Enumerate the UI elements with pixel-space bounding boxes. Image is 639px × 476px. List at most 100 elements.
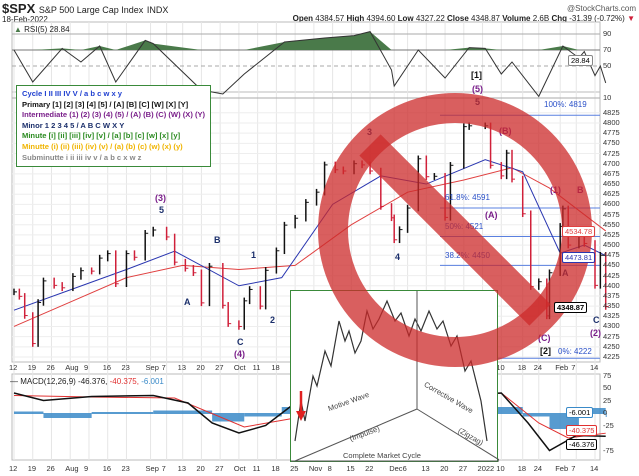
symbol: $SPX [2,1,36,16]
y-tick-label: 4575 [603,209,620,219]
y-tick-label: 4625 [603,189,620,199]
index-name: S&P 500 Large Cap Index [38,5,144,15]
high-value: 4394.60 [366,14,396,23]
legend-minutte: Minutte (i) (ii) (iii) (iv) (v) / (a) (b… [22,141,183,151]
chg-label: Chg [551,14,568,23]
macd-signal-label: -40.375, [107,377,139,386]
wave-label: C [593,315,600,325]
y-tick-label: 4825 [603,107,620,117]
x-tick-label: 2022 [477,464,495,473]
rsi-label: ▲ RSI(5) 28.84 [14,25,70,34]
x-tick-label: Sep [145,464,159,473]
wave-label: C [237,337,244,347]
x-tick-label: 10 [496,363,505,372]
legend-minute: Minute [i] [ii] [iii] [iv] [v] / [a] [b]… [22,131,181,141]
y-tick-label: 4450 [603,260,620,270]
wave-label: [2] [540,346,551,356]
macd-tick-label: 75 [603,370,612,380]
high-label: High [346,14,365,23]
macd-histogram-bar [212,413,245,422]
y-tick-label: 4300 [603,321,620,331]
macd-histogram-bar [91,412,154,414]
fib-0: 0%: 4222 [558,347,592,356]
legend-primary: Primary [1] [2] [3] [4] [5] / [A] [B] [C… [22,99,189,109]
legend-intermediate: Intermediate (1) (2) (3) (4) (5) / (A) (… [22,110,206,120]
macd-histogram-bar [522,413,550,417]
wave-label: (4) [234,349,245,359]
y-tick-label: 4350 [603,301,620,311]
wave-label: (2) [590,328,601,338]
rsi-tick-label: 70 [603,45,612,54]
wave-label: A [562,268,569,278]
y-tick-label: 4650 [603,179,620,189]
macd-hist-label: -6.001 [138,377,164,386]
x-tick-label: 25 [290,464,299,473]
symbol-title: $SPX S&P 500 Large Cap Index INDX [2,1,168,16]
x-tick-label: 20 [196,363,205,372]
y-tick-label: 4325 [603,311,620,321]
chg-value: -31.39 (-0.72%) [569,14,625,23]
rsi-icon: ▲ [14,25,22,34]
rsi-tick-label: 90 [603,29,612,38]
close-value: 4348.87 [471,14,500,23]
rsi-tick-label: 50 [603,61,612,70]
x-tick-label: 23 [121,464,130,473]
y-tick-label: 4375 [603,290,620,300]
x-tick-label: 20 [440,464,449,473]
x-tick-label: 18 [517,464,527,473]
macd-label: — MACD(12,26,9) -46.376, -40.375, -6.001 [10,377,164,386]
y-tick-label: 4225 [603,352,620,361]
x-tick-label: Nov [308,464,323,473]
x-tick-label: 16 [102,464,112,473]
brand[interactable]: @StockCharts.com [566,4,636,13]
y-tick-label: 4750 [603,138,620,148]
macd-histogram-bar [43,413,92,418]
y-tick-label: 4675 [603,168,620,178]
macd-tick-label: -25 [603,420,614,430]
wave-label: (1) [550,185,561,195]
ohlc-readout: Open 4384.57 High 4394.60 Low 4327.22 Cl… [293,14,635,23]
x-tick-label: 27 [215,464,224,473]
wave-label: 4 [395,252,401,262]
x-tick-label: 15 [346,464,355,473]
rsi-line [13,31,607,98]
down-triangle-icon: ▼ [627,14,635,23]
x-tick-label: 27 [458,464,468,473]
rsi-tag: 28.84 [568,55,593,66]
x-tick-label: 10 [496,464,505,473]
macd-histogram-bar [605,413,607,418]
close-label: Close [447,14,469,23]
x-tick-label: 7 [571,363,576,372]
y-tick-label: 4800 [603,117,620,127]
x-tick-label: Aug [65,363,79,372]
x-tick-label: 18 [271,363,280,372]
wave-label: (C) [538,333,551,343]
macd-line [13,392,606,452]
wave-label: (3) [155,193,166,203]
wave-label: 5 [159,205,165,215]
y-tick-label: 4400 [603,280,620,290]
ma50-tag: 4534.78 [562,226,596,237]
wave-label: A [184,297,191,307]
wave-label: B [577,185,584,195]
x-tick-label: Oct [233,363,246,372]
macd-line-tag: -46.376 [566,439,598,450]
x-tick-label: 20 [196,464,205,473]
y-tick-label: 4775 [603,128,620,138]
wave-label: 5 [475,97,481,107]
rsi-label-text: RSI(5) 28.84 [24,25,70,34]
wave-degree-legend: Cycle I II III IV V / a b c w x y Primar… [16,85,212,168]
y-tick-label: 4500 [603,240,620,250]
y-tick-label: 4475 [603,250,620,260]
x-tick-label: 9 [83,464,89,473]
y-tick-label: 4275 [603,331,620,341]
x-tick-label: 6 [402,464,407,473]
x-tick-label: 16 [102,363,112,372]
x-tick-label: Sep [145,363,159,372]
y-tick-label: 4725 [603,148,620,158]
x-tick-label: 19 [27,363,37,372]
y-tick-label: 4550 [603,219,620,229]
elliott-wave-inset: Motive Wave (Impulse) Corrective Wave (Z… [290,290,499,462]
open-value: 4384.57 [315,14,345,23]
wave-label: B [214,235,221,245]
